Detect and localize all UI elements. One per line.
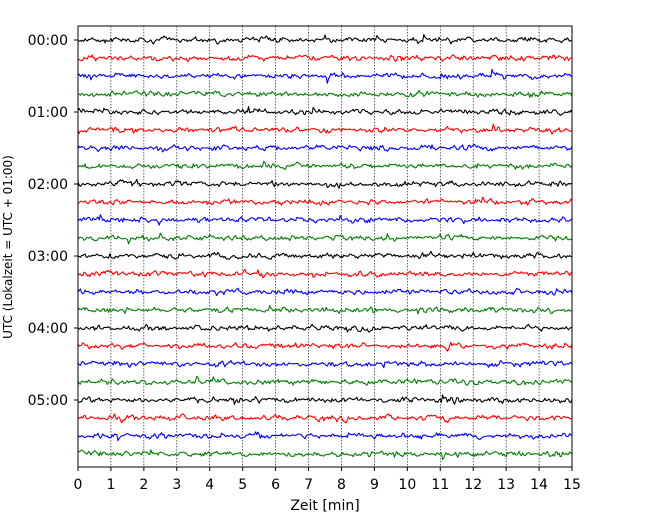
seismogram-trace [77, 178, 573, 189]
x-axis-label: Zeit [min] [290, 498, 359, 514]
seismogram-trace [78, 89, 573, 98]
x-tick-label: 3 [172, 477, 181, 493]
y-axis-label: UTC (Lokalzeit = UTC + 01:00) [1, 155, 15, 339]
seismogram-trace [77, 232, 573, 245]
y-tick-label: 00:00 [28, 33, 68, 49]
seismogram-trace [77, 106, 573, 117]
seismogram-trace [77, 54, 573, 62]
x-tick-label: 15 [563, 477, 581, 493]
seismogram-trace [77, 449, 573, 461]
seismogram-trace [77, 123, 573, 135]
x-tick-label: 12 [464, 477, 482, 493]
y-tick-label: 02:00 [28, 177, 68, 193]
seismogram-trace [77, 143, 573, 153]
seismogram-trace [77, 287, 573, 297]
seismogram-trace [77, 160, 573, 171]
x-axis-ticks: 0 1 2 3 4 5 6 7 8 9 10 11 12 13 14 15 [74, 467, 581, 493]
x-tick-label: 5 [238, 477, 247, 493]
x-tick-label: 2 [139, 477, 148, 493]
seismogram-trace [77, 394, 573, 406]
seismogram-trace [77, 305, 573, 315]
y-tick-label: 03:00 [28, 249, 68, 265]
y-tick-label: 01:00 [28, 105, 68, 121]
x-tick-label: 14 [530, 477, 548, 493]
x-tick-label: 6 [271, 477, 280, 493]
x-tick-label: 0 [74, 477, 83, 493]
x-grid [110, 26, 540, 467]
plot-frame [77, 25, 573, 468]
x-tick-label: 4 [205, 477, 214, 493]
seismogram-trace [77, 341, 573, 352]
x-tick-label: 1 [106, 477, 115, 493]
seismogram-trace [77, 359, 573, 369]
y-tick-label: 05:00 [28, 393, 68, 409]
x-tick-label: 8 [337, 477, 346, 493]
seismogram-trace [77, 250, 573, 260]
seismogram-trace [77, 214, 573, 226]
x-tick-label: 10 [398, 477, 416, 493]
y-axis-ticks: 00:00 01:00 02:00 03:00 04:00 05:00 [28, 33, 78, 409]
seismogram-trace [77, 413, 572, 424]
seismogram-trace [77, 196, 573, 206]
seismogram-trace [77, 33, 573, 45]
seismogram-trace [77, 323, 573, 333]
seismogram-traces [77, 33, 573, 461]
seismogram-trace [77, 268, 573, 279]
seismogram-trace [77, 68, 573, 84]
x-tick-label: 9 [370, 477, 379, 493]
x-tick-label: 7 [304, 477, 313, 493]
y-tick-label: 04:00 [28, 321, 68, 337]
x-tick-label: 13 [497, 477, 515, 493]
x-tick-label: 11 [431, 477, 449, 493]
seismogram-trace [77, 431, 573, 442]
seismogram-trace [77, 375, 573, 386]
